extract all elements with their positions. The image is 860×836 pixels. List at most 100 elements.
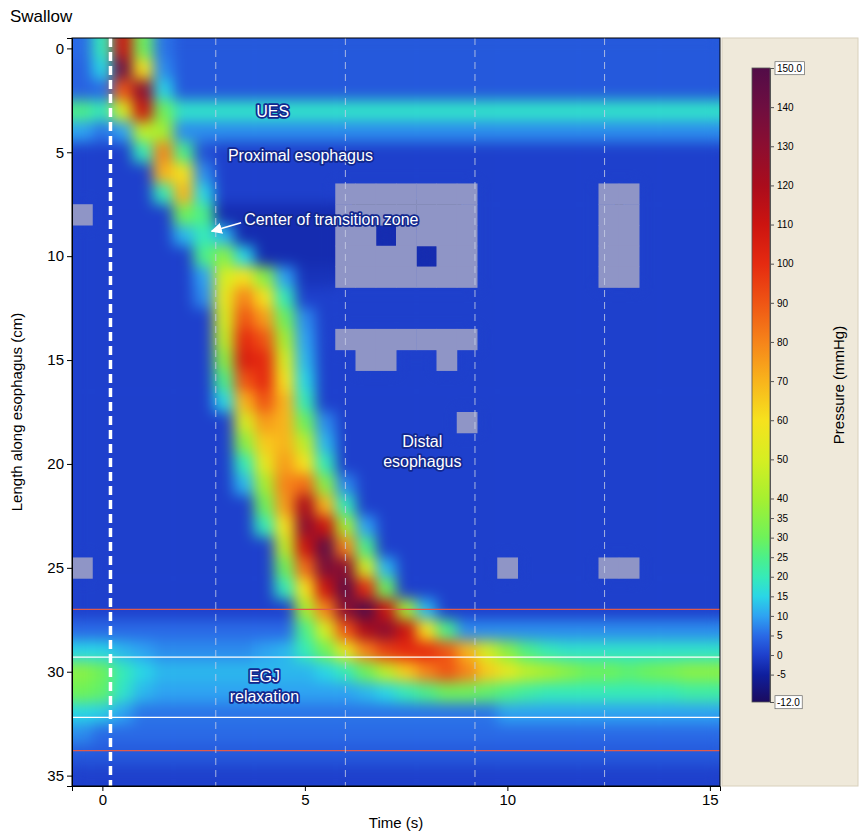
heat-cell [234, 474, 255, 495]
y-tick-mark [67, 256, 72, 257]
heat-cell [234, 225, 255, 246]
heat-cell [315, 641, 336, 662]
heat-cell [315, 537, 336, 558]
heat-cell [214, 38, 235, 59]
heat-cell [578, 433, 599, 454]
heat-cell [376, 391, 397, 412]
heat-cell [659, 412, 680, 433]
heat-cell [457, 38, 478, 59]
heat-cell [416, 744, 437, 765]
heat-cell [659, 724, 680, 745]
colorbar-axis-line [771, 69, 775, 703]
heat-cell [396, 287, 417, 308]
heat-cell [315, 308, 336, 329]
heat-cell [437, 744, 458, 765]
heat-cell [396, 641, 417, 662]
y-tick-mark [67, 464, 72, 465]
colorbar-tick-mark [770, 185, 774, 186]
heat-cell [295, 537, 316, 558]
no-data-cell [396, 267, 417, 288]
heat-cell [133, 100, 154, 121]
heat-cell [376, 121, 397, 142]
heat-cell [72, 682, 93, 703]
heat-cell [518, 59, 539, 80]
heat-cell [518, 474, 539, 495]
heat-cell [214, 744, 235, 765]
heat-cell [599, 350, 620, 371]
heat-cell [396, 412, 417, 433]
heat-cell [659, 620, 680, 641]
heat-cell [538, 329, 559, 350]
no-data-cell [497, 557, 518, 578]
heat-cell [396, 100, 417, 121]
heat-cell [599, 391, 620, 412]
no-data-cells [72, 183, 640, 578]
no-data-cell [457, 329, 478, 350]
heat-cell [234, 267, 255, 288]
heat-cell [153, 661, 174, 682]
heat-cell [315, 163, 336, 184]
heat-cell [558, 433, 579, 454]
heat-cell [194, 246, 215, 267]
heat-cell [356, 537, 377, 558]
heat-cell [518, 308, 539, 329]
colorbar-tick-mark [770, 675, 774, 676]
heat-cell [599, 80, 620, 101]
heat-cell [254, 350, 275, 371]
heat-cell [153, 308, 174, 329]
heat-cell [295, 163, 316, 184]
heat-cell [133, 225, 154, 246]
colorbar-tick-label: 110 [777, 219, 793, 230]
heat-cell [194, 225, 215, 246]
heat-cell [315, 267, 336, 288]
heat-cell [518, 370, 539, 391]
heat-cell [639, 38, 660, 59]
heat-cell [599, 308, 620, 329]
heat-cell [173, 557, 194, 578]
heat-cell [437, 474, 458, 495]
heat-cell [356, 724, 377, 745]
heat-cell [396, 80, 417, 101]
colorbar-tick: 40 [770, 493, 789, 504]
heat-cell [497, 308, 518, 329]
heat-cell [680, 38, 701, 59]
heat-cell [558, 38, 579, 59]
heat-cell [619, 350, 640, 371]
colorbar-tick-mark [770, 702, 774, 703]
heat-cell [518, 121, 539, 142]
heat-cell [700, 350, 720, 371]
heat-cell [558, 682, 579, 703]
heat-cell [477, 744, 498, 765]
heat-cell [659, 578, 680, 599]
no-data-cell [599, 246, 620, 267]
heat-cell [639, 641, 660, 662]
heat-cell [619, 287, 640, 308]
heat-cell [396, 495, 417, 516]
heat-cell [578, 246, 599, 267]
x-tick: 0 [99, 786, 107, 808]
heat-cell [234, 59, 255, 80]
heat-cell [477, 703, 498, 724]
heat-cell [315, 433, 336, 454]
heat-cell [680, 474, 701, 495]
y-axis: 05101520253035 [47, 39, 72, 787]
heat-cell [396, 474, 417, 495]
heat-cell [214, 121, 235, 142]
heat-cell [680, 246, 701, 267]
heat-cell [558, 80, 579, 101]
heat-cell [538, 516, 559, 537]
heat-cell [153, 412, 174, 433]
heat-cell [295, 620, 316, 641]
heat-cell [437, 121, 458, 142]
heat-cell [356, 121, 377, 142]
heat-cell [254, 537, 275, 558]
heat-cell [619, 80, 640, 101]
heat-cell [153, 267, 174, 288]
heat-cell [173, 641, 194, 662]
heat-cell [153, 724, 174, 745]
heat-cell [376, 474, 397, 495]
heat-cell [457, 59, 478, 80]
no-data-cell [376, 183, 397, 204]
heat-cell [416, 121, 437, 142]
y-tick-label: 30 [47, 663, 64, 680]
